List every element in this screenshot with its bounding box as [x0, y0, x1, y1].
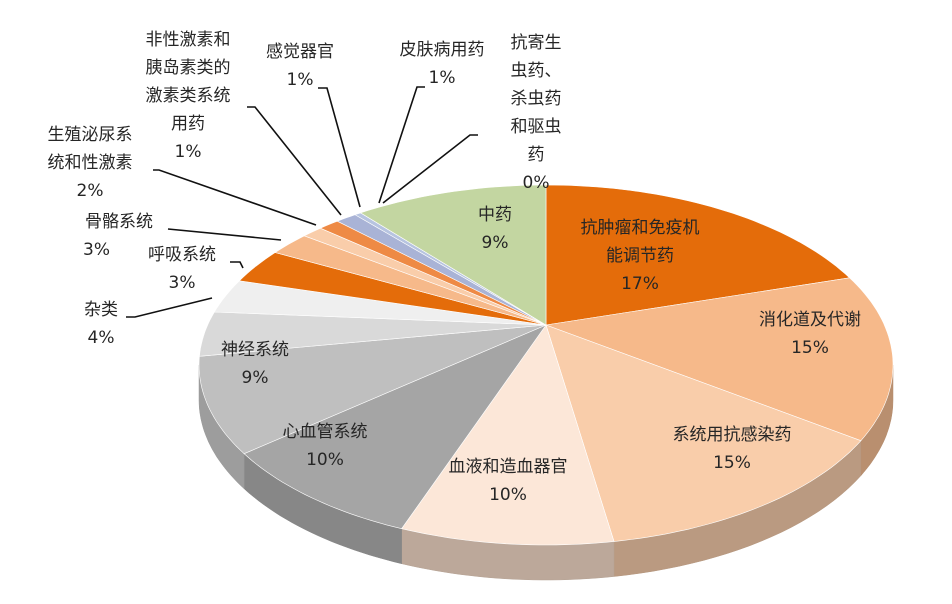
data-label-0: 抗肿瘤和免疫机 能调节药 17%: [581, 214, 700, 298]
slice-name: 能调节药: [606, 246, 674, 266]
leader-line-8: [167, 228, 282, 241]
leader-line-12: [378, 86, 425, 204]
slice-percent: 15%: [713, 453, 751, 473]
slice-name: 杀虫药: [510, 89, 562, 109]
slice-name: 杂类: [84, 300, 118, 320]
data-label-7: 呼吸系统 3%: [148, 241, 216, 297]
slice-name: 神经系统: [221, 340, 289, 360]
slice-name: 呼吸系统: [148, 245, 216, 265]
slice-percent: 10%: [489, 485, 527, 505]
slice-percent: 1%: [286, 70, 314, 90]
data-label-3: 血液和造血器官 10%: [449, 453, 568, 509]
slice-name: 系统用抗感染药: [672, 425, 792, 445]
pie-slice-0: [545, 184, 851, 326]
data-label-4: 心血管系统 10%: [283, 418, 368, 474]
pie-slice-8: [238, 252, 547, 326]
slice-name: 骨骼系统: [85, 212, 153, 232]
slice-percent: 9%: [241, 368, 269, 388]
slice-name: 血液和造血器官: [448, 457, 568, 477]
slice-percent: 10%: [306, 450, 344, 470]
pie-slice-6: [199, 311, 547, 357]
pie-slice-2: [545, 324, 862, 542]
data-label-6: 杂类 4%: [84, 296, 118, 352]
leader-line-13: [382, 134, 478, 204]
slice-name: 心血管系统: [282, 422, 368, 442]
data-label-12: 皮肤病用药 1%: [400, 36, 485, 92]
data-label-8: 骨骼系统 3%: [83, 208, 153, 260]
slice-name: 抗寄生: [510, 33, 562, 53]
data-label-9: 生殖泌尿系统和性激素 2%: [48, 121, 133, 205]
leader-line-11: [318, 87, 361, 208]
slice-percent: 15%: [791, 338, 829, 358]
slice-name: 皮肤病用药: [399, 40, 485, 60]
slice-percent: 17%: [621, 274, 659, 294]
data-label-11: 感觉器官 1%: [266, 38, 334, 94]
slice-name: 中药: [478, 205, 512, 225]
data-label-2: 系统用抗感染药 15%: [673, 421, 792, 477]
slice-name: 非性激素和: [145, 30, 231, 50]
leader-line-9: [153, 169, 317, 226]
slice-name: 生殖泌尿系: [47, 125, 133, 145]
slice-name: 消化道及代谢: [759, 310, 861, 330]
slice-percent: 4%: [87, 328, 115, 348]
data-label-10: 非性激素和胰岛素类的激素类系统用药 1%: [146, 26, 231, 166]
leader-line-7: [230, 261, 244, 269]
slice-name: 抗肿瘤和免疫机: [580, 218, 700, 238]
slice-percent: 0%: [522, 173, 550, 193]
leader-line-6: [126, 297, 213, 318]
pie-slice-1: [544, 277, 894, 442]
slice-percent: 2%: [76, 181, 104, 201]
slice-name: 统和性激素: [47, 153, 133, 173]
pie-slice-3: [401, 324, 615, 546]
slice-percent: 1%: [174, 142, 202, 162]
slice-percent: 3%: [168, 273, 196, 293]
slice-name: 激素类系统: [145, 86, 231, 106]
slice-percent: 1%: [428, 68, 456, 88]
slice-name: 感觉器官: [266, 42, 334, 62]
slice-name: 虫药、: [510, 61, 562, 81]
slice-name: 胰岛素类的: [145, 58, 231, 78]
slice-name: 药: [527, 145, 545, 165]
data-label-14: 中药 9%: [478, 201, 512, 257]
pie-slice-9: [274, 235, 547, 326]
pie-slice-14: [359, 184, 547, 326]
slice-name: 和驱虫: [510, 117, 562, 137]
slice-percent: 9%: [481, 233, 509, 253]
slice-percent: 3%: [83, 240, 110, 260]
slice-name: 用药: [171, 114, 205, 134]
pie-slice-7: [213, 280, 547, 326]
pie-slice-4: [243, 324, 547, 530]
leader-line-10: [247, 106, 342, 216]
data-label-1: 消化道及代谢 15%: [759, 306, 861, 362]
data-label-13: 抗寄生虫药、杀虫药和驱虫药 0%: [511, 29, 562, 197]
data-label-5: 神经系统 9%: [221, 336, 289, 392]
pie-slice-5: [198, 324, 547, 455]
